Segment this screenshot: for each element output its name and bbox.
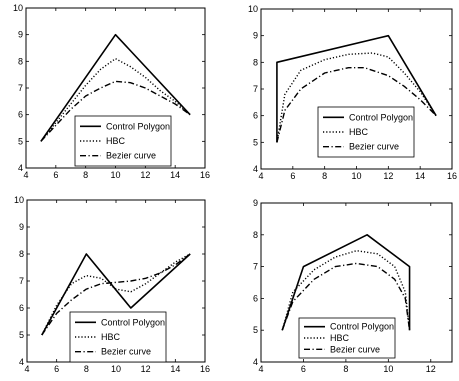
x-tick-label: 6 <box>301 364 306 374</box>
x-tick-label: 8 <box>322 171 327 181</box>
x-tick-label: 8 <box>343 364 348 374</box>
y-tick-label: 9 <box>18 30 23 40</box>
legend-label: Bezier curve <box>106 151 156 161</box>
legend-label: Bezier curve <box>330 344 380 354</box>
x-tick-label: 12 <box>140 170 150 180</box>
x-tick-label: 10 <box>111 364 121 374</box>
y-tick-label: 9 <box>19 222 24 232</box>
x-tick-label: 4 <box>23 170 28 180</box>
x-tick-label: 4 <box>258 171 263 181</box>
y-tick-label: 10 <box>14 195 24 205</box>
legend-label: Bezier curve <box>349 142 399 152</box>
y-tick-label: 5 <box>253 325 258 335</box>
x-tick-label: 10 <box>110 170 120 180</box>
legend: Control Polygon HBC Bezier curve <box>74 115 172 167</box>
y-tick-label: 8 <box>253 57 258 67</box>
legend-label: Control Polygon <box>330 322 394 332</box>
y-tick-label: 6 <box>18 110 23 120</box>
y-tick-label: 4 <box>19 357 24 367</box>
x-tick-label: 4 <box>258 364 263 374</box>
x-tick-label: 8 <box>83 170 88 180</box>
legend-label: Control Polygon <box>349 112 413 122</box>
legend-box <box>74 115 172 167</box>
x-tick-label: 16 <box>200 170 210 180</box>
series-line-control-polygon <box>276 34 437 143</box>
legend-label: Bezier curve <box>101 347 151 357</box>
chart-panel-3: 4 6 8 10 12 14 16 4 5 6 7 8 9 10 Control Polygon HBC Bez… <box>14 195 210 374</box>
x-tick-label: 14 <box>170 364 180 374</box>
y-tick-label: 4 <box>18 163 23 173</box>
x-tick-label: 10 <box>383 364 393 374</box>
x-tick-label: 12 <box>141 364 151 374</box>
x-tick-label: 14 <box>170 170 180 180</box>
legend-label: HBC <box>330 333 350 343</box>
chart-panel-2: 4 6 8 10 12 14 16 4 5 6 7 8 9 10 Control Polygon HBC Bez… <box>248 4 457 181</box>
legend-label: HBC <box>349 127 369 137</box>
y-tick-label: 6 <box>253 293 258 303</box>
chart-panel-1: 4 6 8 10 12 14 16 4 5 6 7 8 9 10 Control Polygon HBC Bez… <box>13 3 210 180</box>
x-tick-label: 6 <box>53 170 58 180</box>
y-tick-label: 8 <box>19 249 24 259</box>
series-line-hbc <box>40 57 191 142</box>
y-tick-label: 5 <box>253 137 258 147</box>
x-tick-label: 4 <box>24 364 29 374</box>
legend-label: HBC <box>101 332 121 342</box>
legend: Control Polygon HBC Bezier curve <box>317 106 415 158</box>
x-tick-label: 16 <box>447 171 457 181</box>
legend-box <box>298 317 396 359</box>
x-tick-label: 6 <box>290 171 295 181</box>
x-tick-label: 16 <box>200 364 210 374</box>
legend-label: HBC <box>106 136 126 146</box>
y-tick-label: 9 <box>253 198 258 208</box>
y-tick-label: 6 <box>253 111 258 121</box>
y-tick-label: 7 <box>18 83 23 93</box>
x-tick-label: 10 <box>351 171 361 181</box>
legend-box <box>69 311 167 363</box>
series-line-control-polygon <box>40 33 191 142</box>
y-tick-label: 6 <box>19 303 24 313</box>
series-line-control-polygon <box>41 253 191 336</box>
legend-label: Control Polygon <box>101 317 165 327</box>
x-tick-label: 12 <box>426 364 436 374</box>
series-line-bezier-curve <box>281 262 411 331</box>
series-line-bezier-curve <box>276 66 437 143</box>
series-line-hbc <box>41 253 191 336</box>
y-tick-label: 5 <box>19 330 24 340</box>
x-tick-label: 12 <box>383 171 393 181</box>
x-tick-label: 14 <box>415 171 425 181</box>
series-line-bezier-curve <box>40 80 191 142</box>
x-tick-label: 8 <box>84 364 89 374</box>
y-tick-label: 8 <box>253 230 258 240</box>
y-tick-label: 7 <box>253 84 258 94</box>
y-tick-label: 10 <box>248 4 258 14</box>
x-tick-label: 6 <box>54 364 59 374</box>
series-line-bezier-curve <box>41 253 191 336</box>
legend: Control Polygon HBC Bezier curve <box>69 311 167 363</box>
y-tick-label: 9 <box>253 31 258 41</box>
y-tick-label: 5 <box>18 136 23 146</box>
y-tick-label: 10 <box>13 3 23 13</box>
y-tick-label: 4 <box>253 164 258 174</box>
y-tick-label: 8 <box>18 56 23 66</box>
y-tick-label: 7 <box>253 262 258 272</box>
y-tick-label: 7 <box>19 276 24 286</box>
legend-label: Control Polygon <box>106 121 170 131</box>
legend-box <box>317 106 415 158</box>
y-tick-label: 4 <box>253 357 258 367</box>
